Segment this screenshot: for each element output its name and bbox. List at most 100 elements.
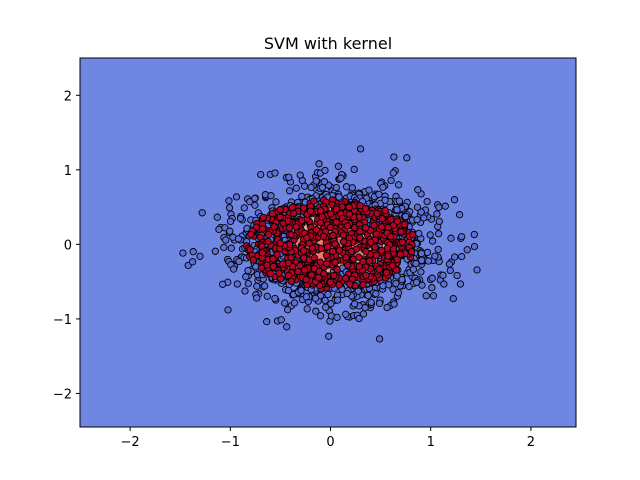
point-class0 xyxy=(342,310,350,318)
point-class1 xyxy=(299,204,308,212)
point-class0 xyxy=(372,290,380,298)
point-class1 xyxy=(398,238,407,246)
point-class0 xyxy=(401,212,410,221)
point-class1 xyxy=(266,269,275,278)
point-class1 xyxy=(318,213,326,221)
point-class0 xyxy=(412,278,421,286)
point-class1 xyxy=(269,262,278,271)
point-class0 xyxy=(332,183,341,192)
point-class0 xyxy=(447,234,455,242)
point-class0 xyxy=(211,247,219,255)
point-class0 xyxy=(350,300,359,308)
point-class1 xyxy=(362,248,370,256)
point-class1 xyxy=(258,225,267,233)
point-class1 xyxy=(355,262,363,271)
point-class0 xyxy=(235,257,243,266)
point-class1 xyxy=(314,273,323,282)
point-class1 xyxy=(367,238,375,246)
x-tick-label: −2 xyxy=(121,435,140,450)
point-class0 xyxy=(198,209,206,217)
point-class1 xyxy=(339,231,348,239)
point-class0 xyxy=(435,217,443,226)
point-class1 xyxy=(327,210,335,218)
point-class0 xyxy=(285,187,294,195)
point-class0 xyxy=(189,248,197,256)
y-tick-label: −2 xyxy=(53,387,72,402)
point-class1 xyxy=(288,203,297,211)
point-class0 xyxy=(267,192,275,200)
point-class1 xyxy=(339,238,348,246)
point-class1 xyxy=(381,206,389,215)
point-class1 xyxy=(268,210,277,218)
point-class0 xyxy=(225,197,233,205)
point-class1 xyxy=(257,264,266,272)
point-class1 xyxy=(345,203,353,211)
point-class0 xyxy=(271,169,279,177)
point-class1 xyxy=(246,245,254,254)
point-class1 xyxy=(276,206,284,214)
point-class1 xyxy=(269,255,277,263)
point-class1 xyxy=(365,257,374,265)
point-class0 xyxy=(226,227,234,235)
point-class1 xyxy=(370,221,378,229)
point-class0 xyxy=(233,280,241,288)
point-class0 xyxy=(232,193,241,201)
point-class0 xyxy=(390,300,398,308)
point-class0 xyxy=(446,266,454,275)
point-class0 xyxy=(290,299,299,307)
point-class0 xyxy=(392,279,400,288)
point-class1 xyxy=(361,204,370,213)
y-tick-label: 2 xyxy=(64,89,72,104)
point-class0 xyxy=(297,286,305,295)
point-class0 xyxy=(429,292,438,300)
point-class1 xyxy=(355,253,363,261)
point-class0 xyxy=(417,208,425,216)
point-class0 xyxy=(449,294,457,303)
point-class0 xyxy=(415,229,423,238)
point-class0 xyxy=(298,192,306,201)
point-class0 xyxy=(253,282,261,290)
point-class1 xyxy=(387,215,395,224)
point-class0 xyxy=(342,183,351,191)
x-axis: −2 −1 0 1 2 xyxy=(121,427,535,450)
point-class0 xyxy=(395,197,404,205)
point-class1 xyxy=(294,267,302,276)
point-class1 xyxy=(302,276,310,284)
point-class0 xyxy=(321,296,329,305)
point-class0 xyxy=(334,162,343,170)
point-class0 xyxy=(215,225,223,234)
point-class0 xyxy=(312,307,320,315)
point-class1 xyxy=(331,258,339,266)
point-class1 xyxy=(306,207,315,215)
y-tick-label: 1 xyxy=(64,164,72,179)
point-class1 xyxy=(278,260,287,268)
point-class1 xyxy=(343,222,352,230)
x-tick-label: −1 xyxy=(221,435,240,450)
point-class1 xyxy=(384,252,392,260)
point-class0 xyxy=(375,299,384,307)
point-class0 xyxy=(451,253,459,261)
point-class1 xyxy=(259,213,267,222)
point-class1 xyxy=(307,271,316,279)
point-class0 xyxy=(393,206,401,214)
point-class0 xyxy=(458,252,466,261)
point-class0 xyxy=(379,183,387,191)
point-class0 xyxy=(316,312,325,320)
point-class1 xyxy=(326,278,334,286)
point-class1 xyxy=(400,220,409,229)
point-class0 xyxy=(322,303,330,311)
point-class0 xyxy=(389,169,397,177)
point-class0 xyxy=(364,291,372,300)
point-class1 xyxy=(264,230,273,239)
point-class0 xyxy=(240,204,248,212)
point-class1 xyxy=(387,232,395,241)
point-class0 xyxy=(281,299,289,307)
point-class0 xyxy=(272,198,280,206)
point-class1 xyxy=(346,280,354,288)
point-class0 xyxy=(225,204,234,212)
point-class0 xyxy=(234,235,243,243)
point-class0 xyxy=(227,244,235,252)
point-class0 xyxy=(179,249,187,257)
point-class0 xyxy=(428,284,436,292)
point-class0 xyxy=(283,306,292,314)
